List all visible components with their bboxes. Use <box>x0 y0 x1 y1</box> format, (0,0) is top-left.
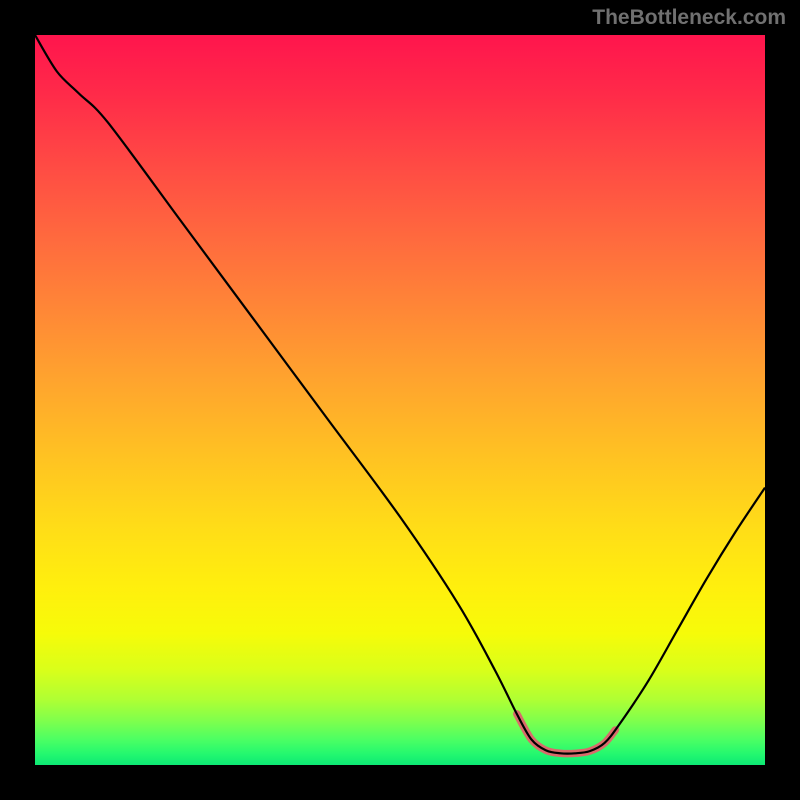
highlight-curve <box>517 714 616 754</box>
watermark: TheBottleneck.com <box>592 6 786 30</box>
chart-root: { "watermark": { "text": "TheBottleneck.… <box>0 0 800 800</box>
curve-overlay <box>35 35 765 765</box>
bottleneck-chart <box>35 35 765 765</box>
main-curve <box>35 35 765 754</box>
